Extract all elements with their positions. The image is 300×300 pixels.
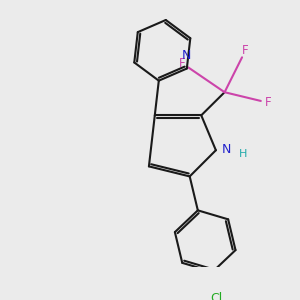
Text: N: N — [182, 49, 191, 62]
Text: F: F — [265, 96, 272, 109]
Text: Cl: Cl — [210, 292, 222, 300]
Text: F: F — [178, 57, 185, 70]
Text: H: H — [239, 148, 247, 158]
Text: F: F — [242, 44, 249, 57]
Text: N: N — [221, 142, 231, 156]
